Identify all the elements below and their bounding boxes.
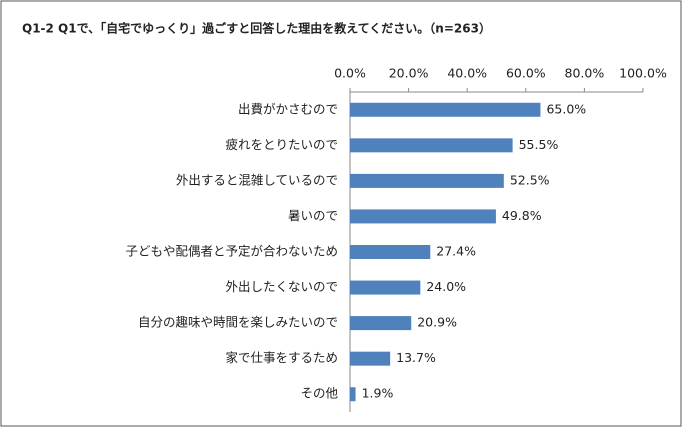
bar <box>350 280 421 295</box>
y-tick-label: 疲れをとりたいので <box>225 137 338 152</box>
data-label: 24.0% <box>426 279 466 294</box>
data-label: 20.9% <box>417 315 457 330</box>
bar <box>350 209 496 224</box>
y-tick-label: その他 <box>300 386 338 401</box>
y-tick-label: 自分の趣味や時間を楽しみたいので <box>138 315 338 330</box>
y-tick-label: 暑いので <box>288 208 338 223</box>
x-tick-label: 20.0% <box>389 66 429 81</box>
x-tick-label: 80.0% <box>565 66 605 81</box>
y-tick-label: 外出すると混雑しているので <box>176 172 338 187</box>
data-label: 52.5% <box>510 172 550 187</box>
y-tick-label: 子どもや配偶者と予定が合わないため <box>125 244 338 259</box>
data-label: 13.7% <box>396 350 436 365</box>
x-tick-label: 60.0% <box>506 66 546 81</box>
x-tick-label: 100.0% <box>619 66 667 81</box>
y-tick-label: 出費がかさむので <box>238 101 338 116</box>
bar <box>350 351 391 366</box>
bar <box>350 138 513 153</box>
y-tick-label: 家で仕事をするため <box>225 350 338 365</box>
bar <box>350 102 541 117</box>
data-label: 65.0% <box>546 101 586 116</box>
data-label: 27.4% <box>436 244 476 259</box>
bar <box>350 316 412 331</box>
bar <box>350 245 431 259</box>
y-tick-label: 外出したくないので <box>225 279 338 294</box>
data-label: 1.9% <box>362 386 394 401</box>
chart-title: Q1-2 Q1で、「自宅でゆっくり」過ごすと回答した理由を教えてください。（n=… <box>22 21 491 36</box>
data-label: 49.8% <box>502 208 542 223</box>
data-label: 55.5% <box>519 137 559 152</box>
x-tick-label: 40.0% <box>447 66 487 81</box>
bar <box>350 387 356 402</box>
x-tick-label: 0.0% <box>334 66 366 81</box>
bar <box>350 173 504 188</box>
